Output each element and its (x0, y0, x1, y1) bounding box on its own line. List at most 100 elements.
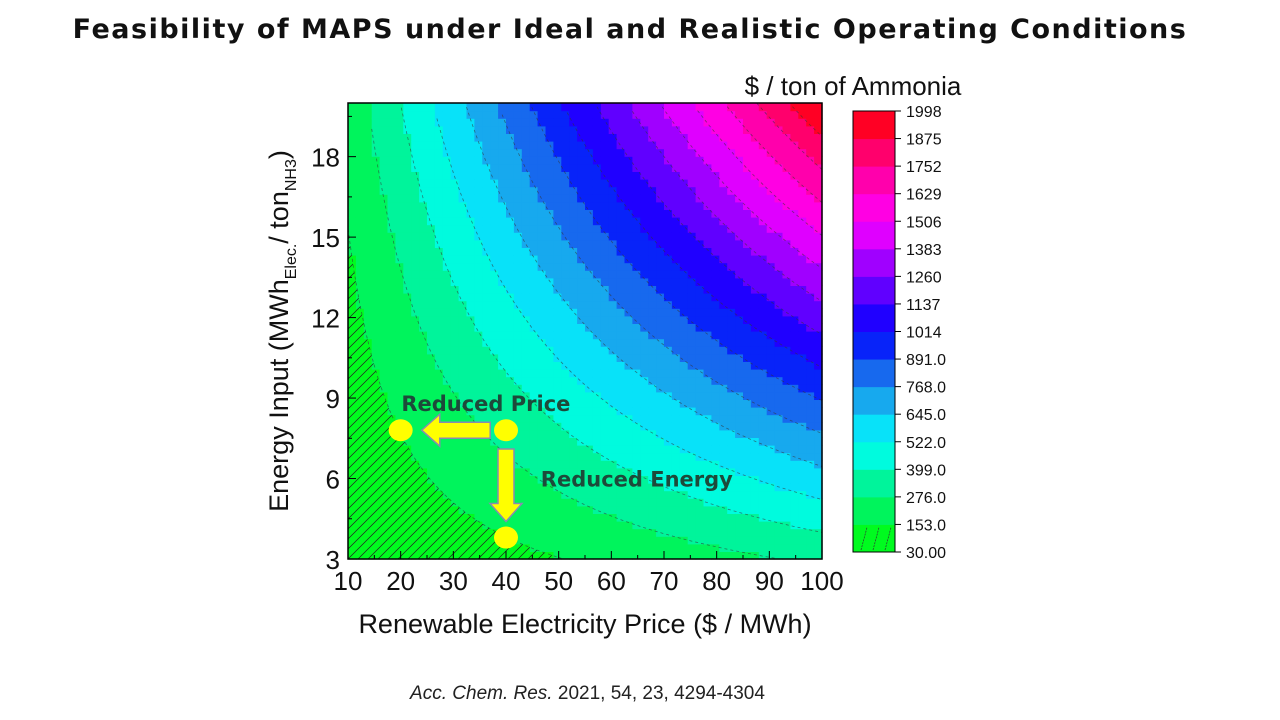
heatmap-cell (624, 490, 633, 499)
annotation-label: Reduced Energy (541, 468, 733, 492)
heatmap-cell (727, 483, 736, 492)
heatmap-cell (585, 217, 594, 226)
heatmap-cell (521, 475, 531, 484)
heatmap-cell (577, 171, 586, 180)
heatmap-cell (671, 543, 681, 552)
heatmap-cell (679, 262, 689, 271)
heatmap-cell (355, 422, 365, 431)
heatmap-cell (727, 277, 736, 286)
heatmap-cell (450, 133, 460, 142)
heatmap-cell (750, 551, 760, 560)
heatmap-cell (561, 528, 570, 537)
heatmap-cell (355, 498, 365, 507)
heatmap-cell (529, 369, 539, 378)
heatmap-cell (735, 437, 744, 446)
heatmap-cell (608, 201, 618, 210)
heatmap-cell (387, 277, 396, 286)
heatmap-cell (814, 543, 823, 552)
heatmap-cell (545, 110, 554, 119)
heatmap-cell (600, 521, 610, 530)
heatmap-cell (750, 483, 760, 492)
heatmap-cell (348, 543, 357, 552)
heatmap-cell (806, 437, 815, 446)
heatmap-cell (348, 452, 357, 461)
heatmap-cell (798, 551, 807, 560)
heatmap-cell (482, 148, 491, 157)
heatmap-cell (671, 103, 681, 112)
contour-line (531, 106, 823, 401)
heatmap-cell (355, 232, 365, 241)
heatmap-cell (640, 186, 649, 195)
heatmap-cell (442, 498, 452, 507)
heatmap-cell (482, 285, 491, 294)
heatmap-cell (774, 543, 784, 552)
heatmap-cell (498, 255, 507, 264)
heatmap-cell (782, 156, 791, 165)
heatmap-cell (750, 186, 760, 195)
heatmap-cell (545, 179, 554, 188)
heatmap-cell (513, 483, 523, 492)
heatmap-cell (585, 407, 594, 416)
heatmap-cell (782, 201, 791, 210)
heatmap-cell (363, 429, 373, 438)
heatmap-cell (585, 483, 594, 492)
heatmap-cell (711, 148, 720, 157)
heatmap-cell (671, 407, 681, 416)
heatmap-cell (774, 346, 784, 355)
heatmap-cell (419, 300, 428, 309)
heatmap-cell (600, 171, 610, 180)
heatmap-cell (727, 186, 736, 195)
heatmap-cell (537, 414, 547, 423)
heatmap-cell (790, 315, 799, 324)
heatmap-cell (695, 361, 705, 370)
heatmap-cell (719, 536, 728, 545)
heatmap-cell (348, 209, 357, 218)
heatmap-cell (513, 429, 523, 438)
heatmap-cell (600, 163, 610, 172)
heatmap-cell (521, 323, 531, 332)
heatmap-cell (750, 467, 760, 476)
heatmap-cell (419, 338, 428, 347)
heatmap-cell (703, 346, 712, 355)
heatmap-cell (395, 452, 404, 461)
heatmap-cell (774, 536, 784, 545)
heatmap-cell (798, 125, 807, 134)
heatmap-cell (608, 414, 618, 423)
heatmap-cell (616, 308, 626, 317)
heatmap-cell (569, 179, 578, 188)
heatmap-cell (506, 391, 515, 400)
heatmap-cell (371, 384, 381, 393)
heatmap-cell (474, 270, 483, 279)
heatmap-cell (521, 118, 531, 127)
heatmap-cell (727, 384, 736, 393)
heatmap-cell (553, 414, 562, 423)
heatmap-cell (355, 536, 365, 545)
heatmap-cell (656, 536, 665, 545)
heatmap-cell (458, 293, 468, 302)
heatmap-cell (371, 513, 381, 522)
heatmap-cell (537, 483, 547, 492)
heatmap-cell (427, 300, 436, 309)
heatmap-cell (387, 156, 396, 165)
heatmap-cell (814, 323, 823, 332)
heatmap-cell (758, 224, 768, 233)
heatmap-cell (561, 338, 570, 347)
heatmap-cell (355, 118, 365, 127)
heatmap-cell (403, 399, 412, 408)
heatmap-cell (743, 141, 752, 150)
heatmap-cell (711, 141, 720, 150)
heatmap-cell (719, 369, 728, 378)
heatmap-cell (703, 171, 712, 180)
heatmap-cell (474, 315, 483, 324)
heatmap-cell (687, 118, 697, 127)
heatmap-cell (569, 331, 578, 340)
heatmap-cell (624, 201, 633, 210)
hatch-line (348, 229, 349, 559)
heatmap-cell (458, 262, 468, 271)
heatmap-cell (442, 270, 452, 279)
heatmap-cell (671, 361, 681, 370)
heatmap-cell (363, 331, 373, 340)
heatmap-cell (766, 201, 776, 210)
heatmap-cell (592, 391, 602, 400)
heatmap-cell (442, 490, 452, 499)
